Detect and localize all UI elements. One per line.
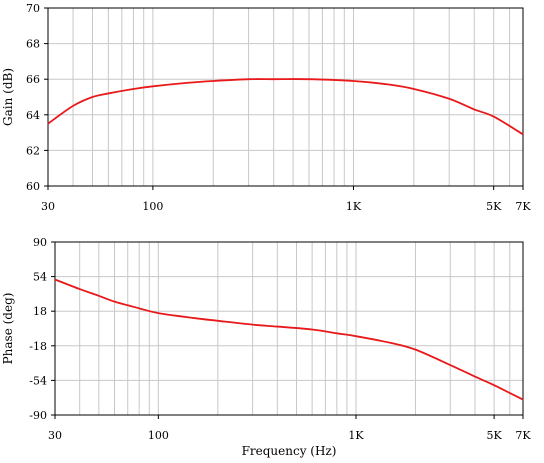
y-tick-label: 68 [26,38,40,51]
x-tick-label: 5K [486,200,502,213]
x-tick-label: 7K [515,429,531,442]
y-tick-label: -90 [29,409,47,422]
x-tick-label: 30 [48,429,62,442]
y-axis-label: Phase (deg) [1,293,15,365]
x-tick-label: 30 [41,200,55,213]
plot-frame [47,7,524,187]
gain-curve [47,78,524,136]
x-tick-label: 100 [148,429,169,442]
x-axis-label: Frequency (Hz) [242,444,337,458]
y-tick-label: 64 [26,109,40,122]
y-tick-label: 66 [26,73,40,86]
y-tick-label: 18 [33,305,47,318]
phase-panel: -90 -54 -18 18 54 90 30 100 1K 5K 7K Phase (deg) Fre… [1,236,531,458]
y-tick-label: 54 [33,271,47,284]
plot-frame [54,241,524,416]
gain-panel: 60 62 64 66 68 70 30 100 1K 5K 7K Gain (dB) [1,2,531,213]
x-tick-label: 7K [515,200,531,213]
y-axis-label: Gain (dB) [1,68,15,126]
y-tick-label: -18 [29,340,47,353]
phase-curve [54,278,524,401]
x-tick-label: 1K [348,429,364,442]
y-tick-label: 62 [26,144,40,157]
x-tick-label: 100 [142,200,163,213]
y-tick-label: 60 [26,180,40,193]
y-tick-label: -54 [29,374,47,387]
y-tick-label: 90 [33,236,47,249]
x-tick-label: 1K [346,200,362,213]
y-tick-label: 70 [26,2,40,15]
x-tick-label: 5K [487,429,503,442]
